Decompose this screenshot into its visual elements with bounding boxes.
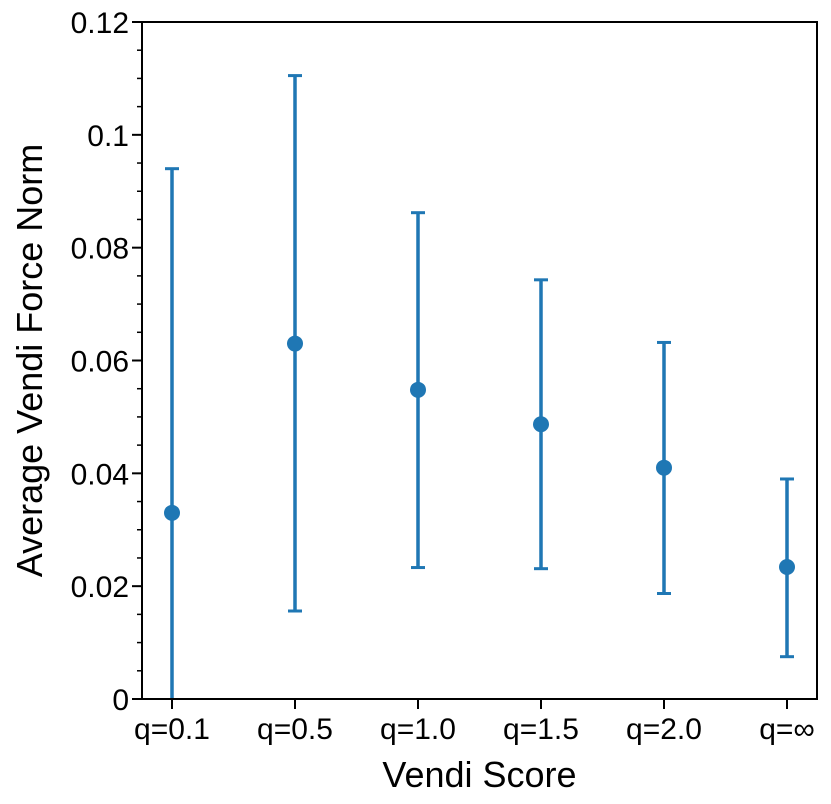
y-tick-label: 0.06 [71,346,129,379]
x-axis-label: Vendi Score [382,754,576,795]
y-axis-ticks: 0 0.02 0.04 0.06 0.08 0.1 0.12 [71,7,142,717]
y-tick-label: 0.04 [71,458,129,491]
x-tick-label: q=0.1 [134,713,210,746]
y-axis-label: Average Vendi Force Norm [9,144,50,578]
y-tick-label: 0.02 [71,571,129,604]
data-point [410,381,426,398]
x-axis-ticks: q=0.1 q=0.5 q=1.0 q=1.5 q=2.0 q=∞ [134,699,815,746]
y-tick-label: 0 [112,684,129,717]
x-tick-label: q=1.0 [380,713,456,746]
plot-frame [141,21,818,700]
y-tick-label: 0.12 [71,7,129,40]
data-point [287,335,303,352]
x-tick-label: q=2.0 [626,713,702,746]
x-tick-label: q=∞ [759,713,815,746]
data-point [656,459,672,476]
x-tick-label: q=1.5 [503,713,579,746]
y-tick-label: 0.08 [71,233,129,266]
data-point [533,416,549,433]
data-marks [164,74,795,699]
x-tick-label: q=0.5 [257,713,333,746]
y-tick-label: 0.1 [87,120,129,153]
data-point [779,558,795,575]
data-point [164,504,180,521]
